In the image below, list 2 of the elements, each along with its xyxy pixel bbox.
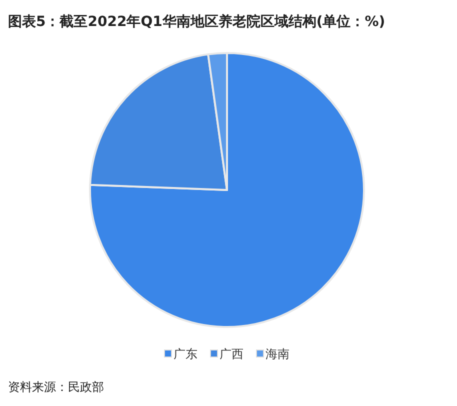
annotation: 资料来源：民政部 (8, 380, 104, 394)
title: 图表5：截至2022年Q1华南地区养老院区域结构(单位：%) (8, 14, 386, 30)
